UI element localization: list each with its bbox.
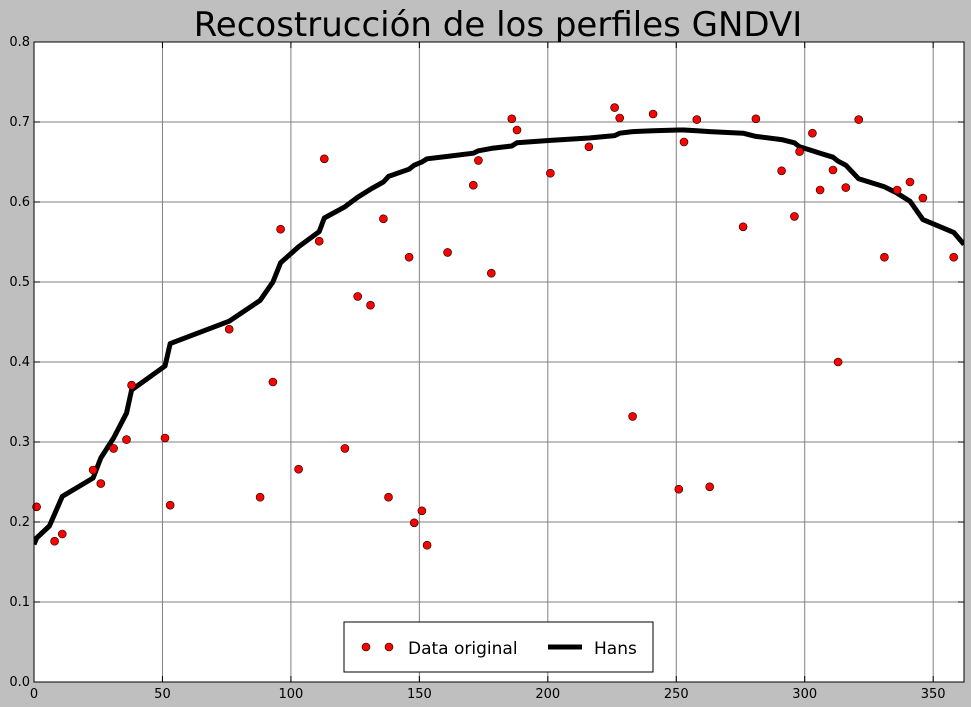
data-point — [679, 137, 689, 147]
data-point — [808, 128, 817, 138]
legend-label-hans: Hans — [594, 639, 637, 659]
chart-title: Recostrucción de los perfiles GNDVI — [194, 5, 803, 45]
x-axis-ticks: 0 50 100 150 200 250 300 350 — [30, 42, 946, 702]
data-point — [615, 113, 625, 123]
data-point — [468, 180, 478, 190]
data-point — [443, 248, 452, 257]
data-point — [751, 114, 761, 124]
data-point — [648, 109, 658, 119]
data-point — [828, 165, 838, 175]
x-tick-label: 250 — [664, 687, 689, 702]
data-original-series — [32, 103, 959, 550]
y-tick-label: 0.2 — [9, 515, 30, 530]
data-point — [409, 518, 419, 528]
data-point — [918, 193, 928, 203]
data-point — [122, 435, 131, 444]
data-point — [57, 529, 67, 539]
data-point — [795, 147, 804, 156]
data-point — [790, 212, 799, 221]
data-point — [340, 444, 350, 453]
data-point — [366, 300, 375, 310]
legend-box — [343, 621, 654, 673]
x-tick-label: 150 — [407, 687, 432, 702]
data-point — [379, 214, 388, 224]
data-point — [610, 103, 619, 112]
y-tick-label: 0.7 — [9, 115, 30, 130]
data-point — [546, 168, 555, 178]
data-point — [584, 142, 594, 152]
data-point — [353, 292, 363, 301]
x-tick-label: 100 — [278, 687, 303, 702]
data-point — [474, 156, 483, 165]
x-tick-label: 350 — [921, 687, 946, 702]
data-point — [892, 185, 902, 195]
data-point — [815, 185, 825, 195]
data-point — [314, 236, 324, 246]
grid-lines — [34, 42, 964, 682]
y-tick-label: 0.0 — [9, 675, 30, 690]
data-point — [674, 484, 684, 494]
data-point — [255, 492, 265, 502]
data-point — [422, 540, 432, 550]
x-tick-label: 200 — [535, 687, 560, 702]
legend-marker-data-original-2 — [384, 642, 394, 652]
data-point — [109, 444, 118, 453]
data-point — [50, 536, 59, 546]
data-point — [949, 252, 959, 262]
data-point — [268, 377, 278, 387]
y-tick-label: 0.8 — [9, 35, 30, 50]
y-tick-label: 0.3 — [9, 435, 30, 450]
hans-line — [34, 127, 964, 546]
y-tick-label: 0.6 — [9, 195, 30, 210]
data-point — [777, 166, 786, 176]
data-point — [224, 324, 234, 334]
data-point — [628, 412, 637, 421]
x-tick-label: 300 — [792, 687, 817, 702]
legend: Data original Hans — [343, 621, 654, 673]
data-point — [507, 114, 517, 124]
data-point — [276, 224, 285, 234]
x-tick-label: 50 — [154, 687, 171, 702]
y-tick-label: 0.1 — [9, 595, 30, 610]
data-point — [486, 268, 496, 278]
data-point — [417, 506, 427, 516]
data-point — [160, 433, 170, 443]
data-point — [905, 177, 915, 187]
data-point — [96, 479, 106, 488]
data-point — [404, 252, 414, 262]
data-point — [32, 502, 41, 512]
data-point — [294, 464, 303, 474]
data-point — [512, 125, 522, 135]
data-point — [692, 115, 702, 124]
legend-marker-data-original — [361, 642, 371, 652]
y-axis-ticks: 0.0 0.1 0.2 0.3 0.4 0.5 0.6 0.7 0.8 — [9, 35, 964, 690]
data-point — [841, 183, 851, 192]
data-point — [880, 252, 889, 262]
data-point — [738, 222, 748, 232]
data-point — [384, 492, 393, 502]
data-point — [127, 380, 136, 390]
data-point — [854, 115, 864, 124]
y-tick-label: 0.4 — [9, 355, 30, 370]
y-tick-label: 0.5 — [9, 275, 30, 290]
hans-series — [34, 127, 964, 546]
x-tick-label: 0 — [30, 687, 38, 702]
legend-label-data-original: Data original — [408, 639, 518, 659]
data-point — [705, 482, 715, 492]
data-point — [833, 357, 843, 367]
data-point — [88, 465, 98, 475]
data-point — [319, 154, 329, 164]
data-point — [165, 500, 175, 510]
